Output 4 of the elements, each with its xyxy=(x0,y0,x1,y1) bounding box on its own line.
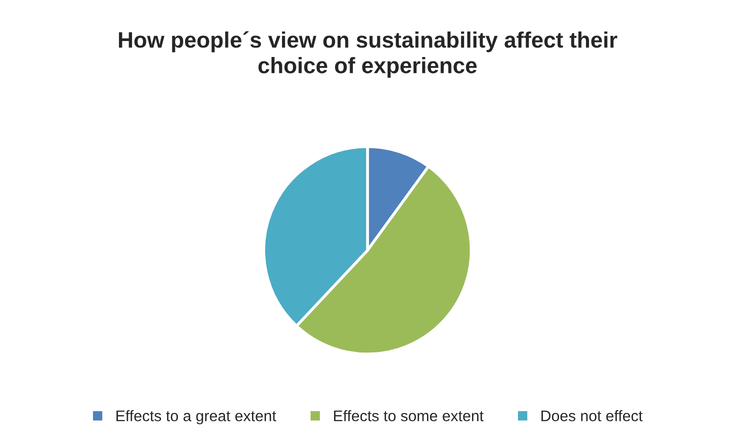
legend-label: Effects to a great extent xyxy=(116,410,276,424)
legend-label: Does not effect xyxy=(541,410,643,422)
chart-title: How people´s view on sustainability affect their choice of experience xyxy=(118,31,618,78)
legend-label: Effects to some extent xyxy=(334,410,484,422)
